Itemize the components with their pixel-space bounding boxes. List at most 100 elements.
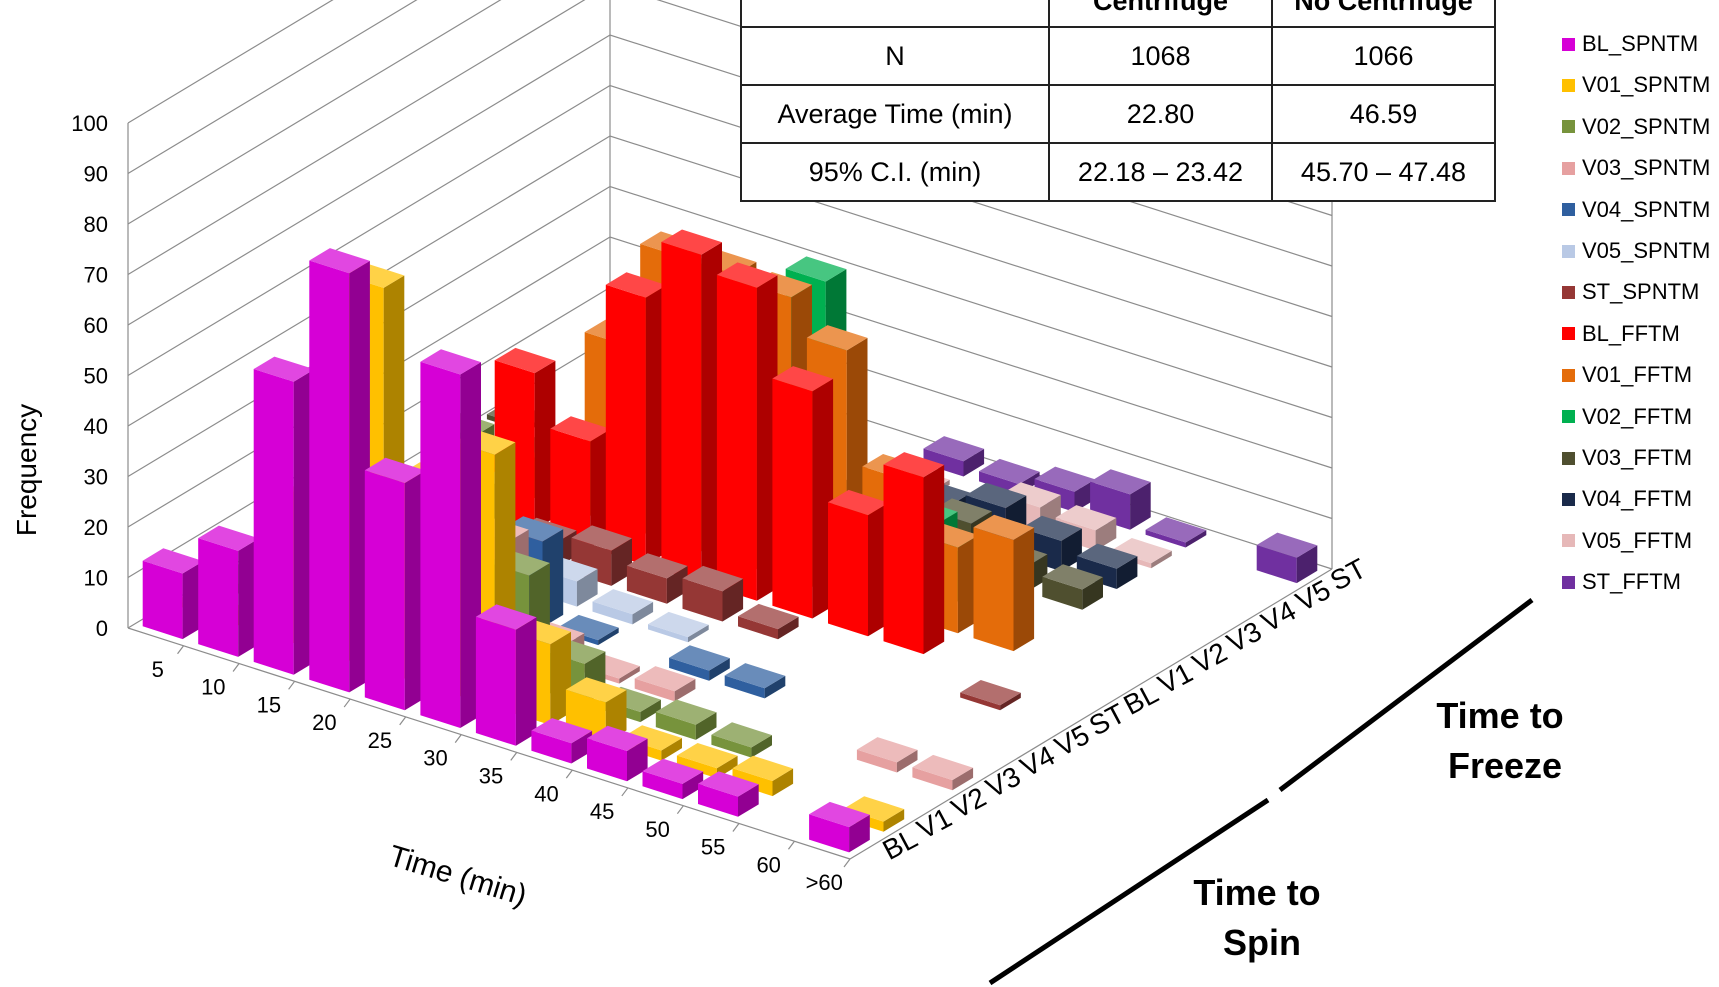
bar-front — [592, 601, 633, 625]
x-tick-label: 55 — [701, 835, 725, 860]
stats-cell: 1068 — [1048, 26, 1273, 86]
bar-side — [661, 738, 682, 761]
bar-top — [772, 366, 834, 392]
bar-front — [626, 565, 667, 604]
bar-top — [1090, 469, 1151, 495]
bar-V03_SPNTM-60 — [856, 737, 918, 773]
legend-label: ST_SPNTM — [1582, 279, 1700, 305]
bar-top — [724, 663, 786, 689]
x-tick — [843, 858, 851, 868]
bar-ST_FFTM-35 — [923, 436, 985, 477]
legend-swatch — [1562, 534, 1575, 548]
bar-BL_SPNTM-20 — [309, 248, 370, 693]
bar-top — [626, 553, 688, 579]
bar-side — [460, 362, 481, 728]
stats-header-cell: No Centrifuge — [1271, 0, 1496, 28]
bar-side — [896, 749, 918, 773]
bar-top — [883, 452, 945, 478]
bar-top — [856, 737, 918, 763]
legend-swatch — [1562, 410, 1575, 424]
stats-header-row: Centrifuge No Centrifuge — [740, 0, 1496, 28]
bar-top — [806, 325, 868, 351]
bar-side — [619, 666, 640, 684]
bar-side — [1151, 550, 1172, 569]
bar-side — [640, 699, 661, 723]
bar-front — [198, 538, 239, 657]
bar-front — [420, 361, 461, 728]
bar-V01_SPNTM-55 — [732, 755, 794, 797]
bar-BL_SPNTM->60 — [809, 801, 870, 853]
stats-cell: Average Time (min) — [740, 84, 1050, 144]
bar-side — [404, 470, 426, 711]
bar-top — [828, 489, 889, 516]
x-tick-label: 40 — [534, 781, 558, 806]
bar-front — [912, 767, 953, 791]
bar-side — [349, 260, 370, 693]
spin-axis-title-line2: Spin — [1223, 922, 1301, 963]
bar-top — [809, 801, 870, 828]
bar-top — [732, 755, 794, 781]
stats-cell: 45.70 – 47.48 — [1271, 142, 1496, 202]
bar-V05_SPNTM-35 — [648, 611, 709, 643]
bar-front — [142, 560, 183, 640]
x-tick-label: 45 — [590, 799, 614, 824]
bar-side — [550, 631, 571, 725]
bar-V04_FFTM-55 — [1076, 543, 1138, 589]
bar-front — [605, 284, 646, 566]
bar-side — [576, 569, 598, 607]
x-tick — [177, 645, 185, 655]
legend-swatch — [1562, 244, 1575, 258]
x-tick — [454, 734, 462, 743]
y-axis-title: Frequency — [11, 404, 42, 536]
legend-item: V05_FFTM — [1562, 527, 1692, 555]
bar-side — [238, 538, 259, 657]
bar-side — [666, 566, 688, 604]
stats-header-cell: Centrifuge — [1048, 0, 1273, 28]
legend-label: V03_FFTM — [1582, 445, 1693, 470]
bar-front — [1256, 545, 1297, 584]
bar-V03_SPNTM-40 — [634, 666, 696, 702]
bar-top — [1034, 466, 1096, 492]
bar-BL_SPNTM-45 — [587, 725, 648, 782]
bar-V02_SPNTM-45 — [655, 699, 717, 740]
bar-side — [957, 535, 979, 634]
bar-front — [253, 369, 294, 675]
freeze-axis-title-line2: Freeze — [1448, 745, 1562, 786]
bar-top — [711, 722, 772, 748]
x-tick — [288, 680, 296, 690]
bar-BL_FFTM-25 — [605, 272, 667, 566]
x-tick-label: >60 — [806, 870, 843, 895]
bar-top — [843, 796, 905, 822]
legend-item: V03_FFTM — [1562, 444, 1692, 472]
stats-cell: N — [740, 26, 1050, 86]
bar-top — [605, 272, 667, 298]
stats-cell: 95% C.I. (min) — [740, 142, 1050, 202]
stats-row: 95% C.I. (min) 22.18 – 23.42 45.70 – 47.… — [740, 142, 1496, 202]
bar-side — [515, 617, 537, 746]
bar-V04_SPNTM-45 — [724, 663, 786, 699]
bar-front — [856, 749, 897, 773]
bar-side — [571, 730, 593, 764]
bar-side — [1061, 528, 1082, 572]
legend-label: BL_SPNTM — [1582, 31, 1699, 56]
bar-top — [565, 677, 627, 703]
y-tick-label: 40 — [84, 414, 108, 439]
bar-front — [550, 428, 591, 548]
bar-BL_FFTM-20 — [550, 416, 611, 548]
bar-top — [309, 248, 370, 274]
legend-item: V02_SPNTM — [1562, 113, 1710, 141]
bar-side — [1074, 479, 1096, 512]
bar-ST_SPNTM-35 — [682, 565, 744, 622]
bar-top — [253, 356, 315, 382]
bar-V05_SPNTM-30 — [592, 589, 654, 625]
bar-side — [182, 561, 204, 640]
axis-line — [127, 627, 851, 860]
bar-side — [883, 809, 905, 832]
y-tick-label: 0 — [96, 616, 108, 641]
bar-side — [923, 464, 945, 655]
legend-swatch — [1562, 327, 1575, 341]
bar-side — [695, 712, 717, 740]
legend-item: ST_SPNTM — [1562, 278, 1699, 306]
bar-front — [738, 616, 778, 640]
bar-side — [611, 538, 632, 586]
